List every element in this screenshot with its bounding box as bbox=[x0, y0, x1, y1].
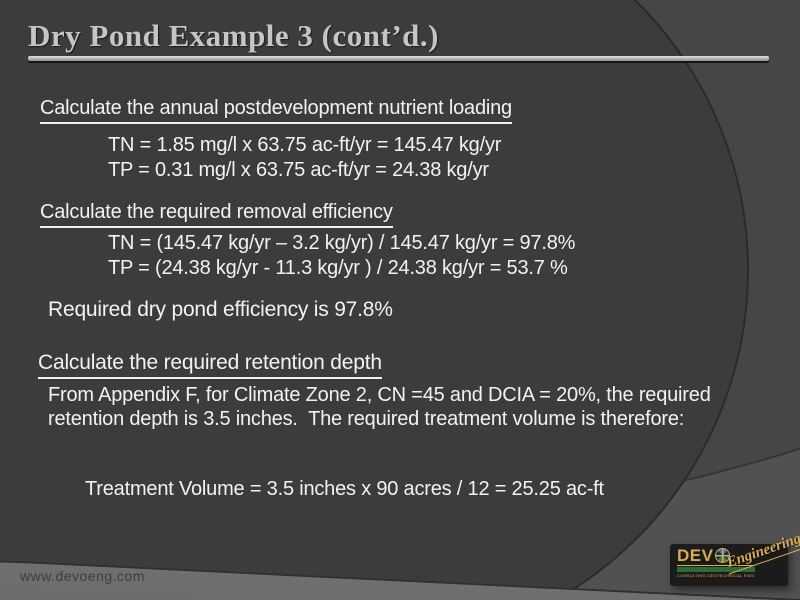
bg-left-fill bbox=[0, 0, 382, 600]
logo-gold-rule bbox=[677, 565, 755, 566]
section-retention-heading: Calculate the required retention depth bbox=[38, 351, 382, 379]
logo-green-bar bbox=[677, 567, 755, 572]
heading-text: Calculate the required retention depth bbox=[38, 351, 382, 379]
heading-text: Calculate the required removal efficienc… bbox=[40, 201, 393, 228]
treatment-volume-formula: Treatment Volume = 3.5 inches x 90 acres… bbox=[85, 478, 604, 500]
surveyor-target-icon bbox=[715, 548, 731, 563]
logo-script-text: Engineering bbox=[722, 529, 800, 575]
logo-wordmark: DEV bbox=[677, 547, 788, 564]
retention-paragraph: From Appendix F, for Climate Zone 2, CN … bbox=[48, 384, 716, 430]
devo-logo: DEV CONSULTING GEOTECHNICAL ENGINEERS En… bbox=[670, 529, 800, 586]
footer-website-url: www.devoeng.com bbox=[20, 568, 146, 584]
logo-tagline: CONSULTING GEOTECHNICAL ENGINEERS bbox=[677, 573, 755, 578]
title-underline-rule bbox=[28, 56, 769, 61]
slide-title: Dry Pond Example 3 (cont’d.) bbox=[28, 18, 439, 53]
efficiency-note: Required dry pond efficiency is 97.8% bbox=[48, 298, 393, 321]
loading-tn-line: TN = 1.85 mg/l x 63.75 ac-ft/yr = 145.47… bbox=[108, 134, 502, 156]
section-efficiency-heading: Calculate the required removal efficienc… bbox=[40, 201, 393, 228]
logo-wordmark-text: DEV bbox=[677, 546, 714, 565]
heading-text: Calculate the annual postdevelopment nut… bbox=[40, 97, 512, 124]
efficiency-tp-line: TP = (24.38 kg/yr - 11.3 kg/yr ) / 24.38… bbox=[108, 257, 568, 279]
section-loading-heading: Calculate the annual postdevelopment nut… bbox=[40, 97, 512, 124]
loading-tp-line: TP = 0.31 mg/l x 63.75 ac-ft/yr = 24.38 … bbox=[108, 159, 489, 181]
efficiency-tn-line: TN = (145.47 kg/yr – 3.2 kg/yr) / 145.47… bbox=[108, 232, 576, 254]
